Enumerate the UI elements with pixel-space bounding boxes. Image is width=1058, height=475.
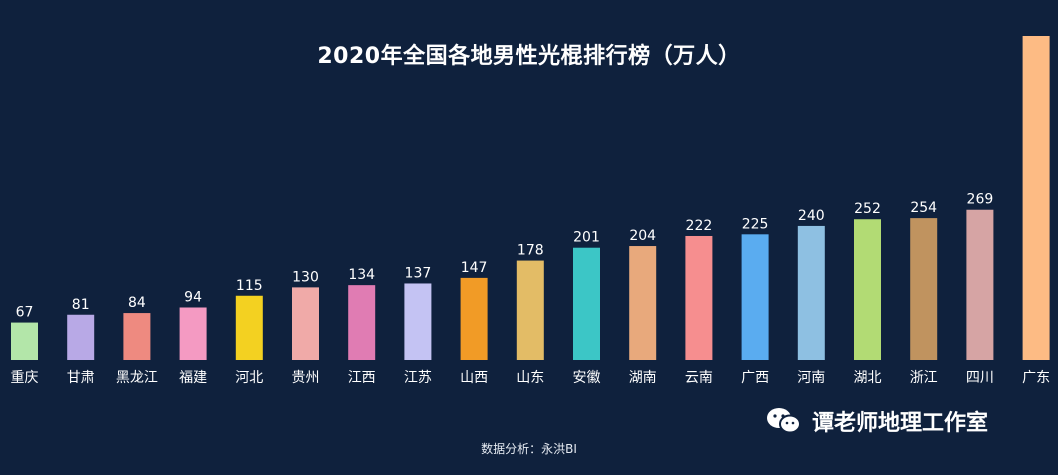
category-label-甘肃: 甘肃 xyxy=(67,370,95,386)
bar-安徽 xyxy=(573,247,600,360)
category-label-福建: 福建 xyxy=(179,370,207,386)
bar-山西 xyxy=(460,277,488,360)
wechat-icon xyxy=(767,408,801,434)
value-label-河北: 115 xyxy=(236,278,263,294)
chart-title: 2020年全国各地男性光棍排行榜（万人） xyxy=(317,44,741,69)
category-label-江西: 江西 xyxy=(348,370,376,386)
value-label-甘肃: 81 xyxy=(72,297,90,313)
value-label-河南: 240 xyxy=(798,208,825,224)
watermark-text: 谭老师地理工作室 xyxy=(812,411,989,436)
category-label-河南: 河南 xyxy=(797,370,825,386)
bar-甘肃 xyxy=(67,314,95,360)
bar-浙江 xyxy=(910,218,938,360)
category-label-浙江: 浙江 xyxy=(910,370,938,386)
bar-chart: 67 重庆 81 甘肃 84 黑龙江 94 福建 115 河北 130 贵州 134 江西 137 江苏 147… xyxy=(11,36,1050,386)
value-label-湖北: 252 xyxy=(854,201,881,217)
bar-福建 xyxy=(179,307,207,360)
value-label-黑龙江: 84 xyxy=(128,295,146,311)
category-label-广东: 广东 xyxy=(1022,370,1050,386)
category-label-重庆: 重庆 xyxy=(11,370,39,386)
category-label-贵州: 贵州 xyxy=(292,370,320,386)
value-label-安徽: 201 xyxy=(573,230,600,246)
data-source: 数据分析：永洪BI xyxy=(481,442,577,456)
category-label-安徽: 安徽 xyxy=(573,370,601,386)
value-label-湖南: 204 xyxy=(629,228,656,244)
bar-河南 xyxy=(797,225,825,360)
value-label-江苏: 137 xyxy=(405,265,432,281)
category-label-四川: 四川 xyxy=(966,370,994,386)
bar-四川 xyxy=(966,209,994,360)
bar-广东 xyxy=(1022,36,1050,360)
value-label-四川: 269 xyxy=(967,192,994,208)
category-label-广西: 广西 xyxy=(741,370,769,386)
value-label-江西: 134 xyxy=(348,267,375,283)
bar-贵州 xyxy=(292,287,319,360)
value-label-广西: 225 xyxy=(742,216,769,232)
bar-湖南 xyxy=(629,246,657,360)
bar-河北 xyxy=(235,295,263,360)
value-label-福建: 94 xyxy=(184,289,202,305)
bar-云南 xyxy=(685,235,713,360)
category-label-云南: 云南 xyxy=(685,370,713,386)
bar-广西 xyxy=(741,234,769,360)
category-label-山东: 山东 xyxy=(516,370,544,386)
bar-重庆 xyxy=(11,322,38,360)
category-label-山西: 山西 xyxy=(460,370,488,386)
category-label-黑龙江: 黑龙江 xyxy=(116,370,158,386)
category-label-江苏: 江苏 xyxy=(404,370,432,386)
bar-湖北 xyxy=(854,219,881,360)
value-label-贵州: 130 xyxy=(292,269,319,285)
category-label-湖北: 湖北 xyxy=(854,370,882,386)
watermark: 谭老师地理工作室 xyxy=(766,406,1058,436)
value-label-云南: 222 xyxy=(686,218,713,234)
category-label-湖南: 湖南 xyxy=(629,370,657,386)
bar-江苏 xyxy=(404,283,432,360)
bar-山东 xyxy=(516,260,544,360)
value-label-山东: 178 xyxy=(517,243,544,259)
value-label-浙江: 254 xyxy=(910,200,937,216)
bar-江西 xyxy=(348,285,376,360)
category-label-河北: 河北 xyxy=(235,370,263,386)
value-label-重庆: 67 xyxy=(16,305,34,321)
bar-黑龙江 xyxy=(123,313,151,360)
value-label-山西: 147 xyxy=(461,260,488,276)
